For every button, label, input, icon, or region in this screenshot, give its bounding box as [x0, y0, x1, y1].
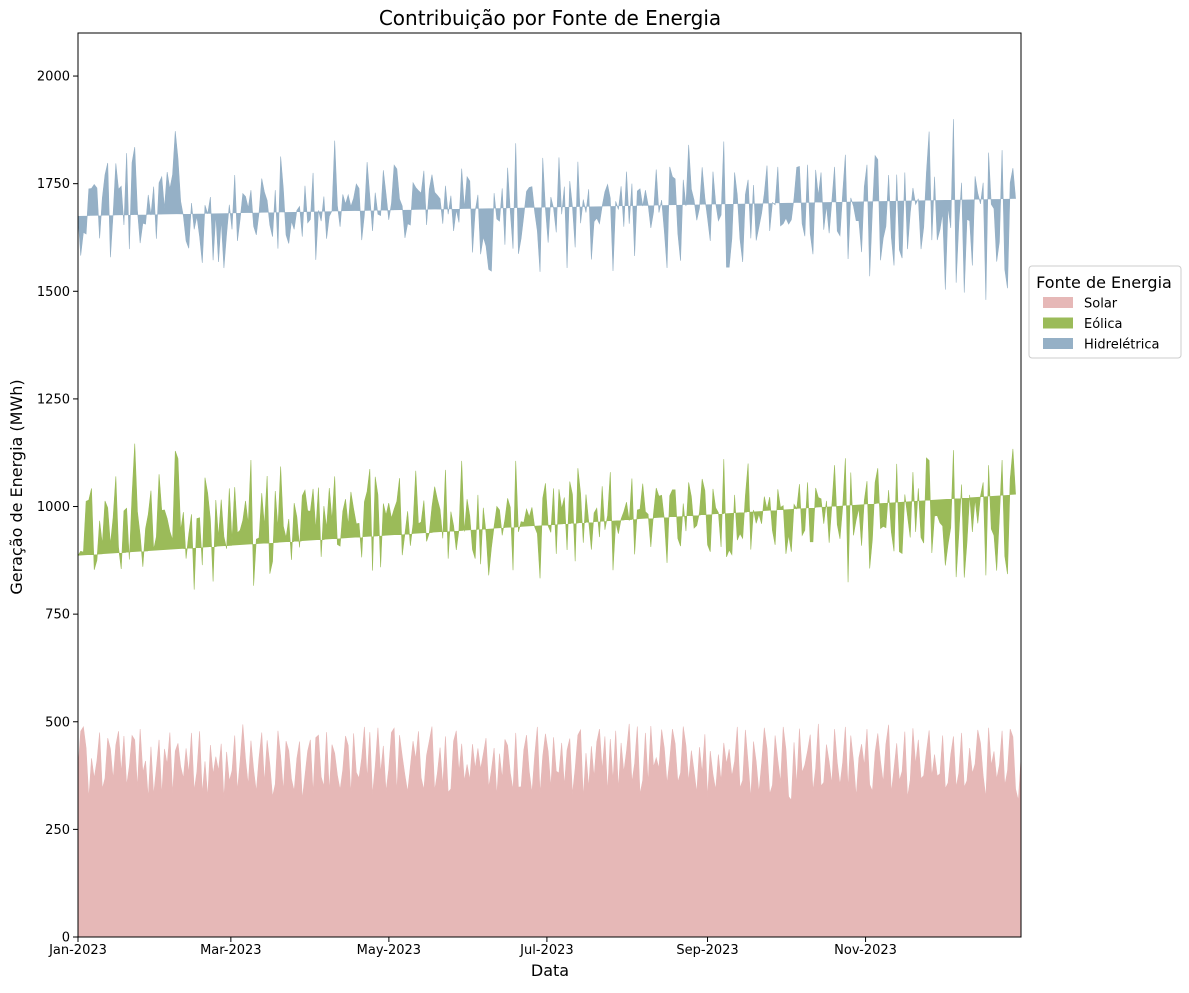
legend: Fonte de Energia Solar Eólica Hidrelétrica [1028, 265, 1182, 359]
y-axis: 0 250 500 750 1000 1250 1500 1750 2000 [37, 70, 78, 946]
x-tick-label: Sep-2023 [676, 943, 738, 958]
legend-swatch-hidrelétrica [1043, 338, 1073, 349]
x-axis-label: Data [531, 961, 569, 980]
legend-box [1028, 265, 1182, 359]
legend-swatch-eólica [1043, 317, 1073, 329]
legend-title: Fonte de Energia [1036, 273, 1172, 292]
x-tick-label: May-2023 [357, 943, 421, 958]
legend-label-hidrelétrica: Hidrelétrica [1084, 338, 1159, 353]
y-tick-label: 750 [45, 608, 70, 623]
x-tick-label: Nov-2023 [834, 943, 897, 958]
legend-swatch-solar [1043, 297, 1073, 308]
y-tick-label: 2000 [37, 70, 70, 85]
y-tick-label: 1500 [37, 285, 70, 300]
area-series-solar [77, 723, 1022, 938]
x-axis: Jan-2023 Mar-2023 May-2023 Jul-2023 Sep-2023… [48, 937, 897, 958]
chart-title: Contribuição por Fonte de Energia [379, 6, 721, 30]
legend-label-solar: Solar [1084, 297, 1118, 312]
legend-label-eólica: Eólica [1084, 317, 1123, 332]
y-tick-label: 500 [45, 715, 70, 730]
y-tick-label: 1750 [37, 177, 70, 192]
area-series-hidrelétrica [77, 119, 1016, 300]
plot-frame [77, 32, 1022, 938]
x-tick-label: Mar-2023 [200, 943, 261, 958]
y-tick-label: 1250 [37, 392, 70, 407]
area-series-eólica [77, 443, 1016, 590]
x-tick-label: Jan-2023 [48, 943, 107, 958]
y-tick-label: 250 [45, 823, 70, 838]
x-tick-label: Jul-2023 [519, 943, 573, 958]
y-axis-label: Geração de Energia (MWh) [7, 379, 26, 594]
y-tick-label: 0 [62, 931, 70, 946]
plot-area [77, 119, 1022, 938]
y-tick-label: 1000 [37, 500, 70, 515]
